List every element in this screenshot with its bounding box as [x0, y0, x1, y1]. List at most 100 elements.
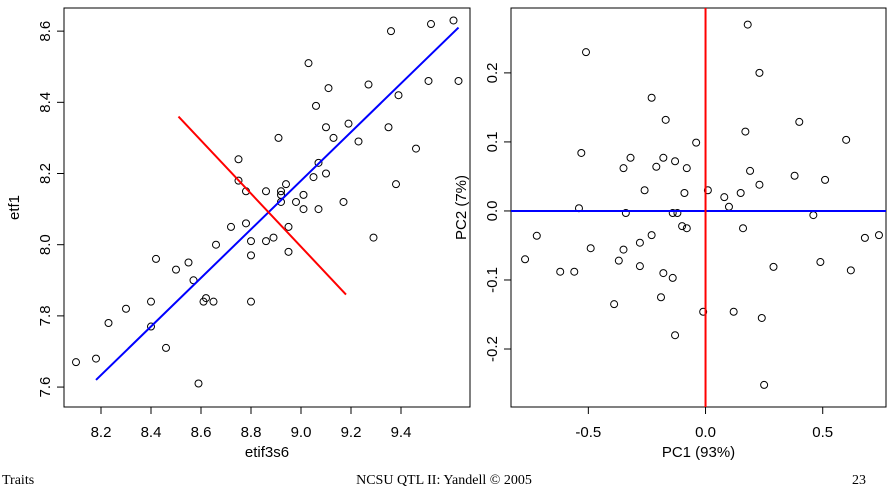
point — [668, 273, 677, 282]
point — [640, 186, 649, 195]
y-tick-label: -0.1 — [484, 267, 501, 293]
y-tick-label: 8.2 — [37, 163, 54, 184]
point — [556, 267, 565, 276]
x-tick-label: 9.0 — [291, 424, 312, 441]
x-tick-label: -0.5 — [575, 424, 601, 441]
point — [304, 59, 313, 68]
point — [671, 157, 680, 166]
y-axis-title: etf1 — [6, 195, 23, 220]
point — [454, 76, 463, 85]
point — [344, 119, 353, 128]
axis-line — [95, 26, 460, 381]
point — [339, 197, 348, 206]
point — [282, 180, 290, 189]
point — [227, 222, 235, 231]
y-tick-label: 0.2 — [484, 62, 501, 83]
point — [746, 166, 755, 175]
point — [659, 153, 668, 162]
point — [314, 158, 323, 167]
point — [162, 343, 170, 352]
point — [668, 209, 677, 218]
point — [699, 307, 708, 316]
footer-center: NCSU QTL II: Yandell © 2005 — [356, 473, 532, 488]
point — [846, 266, 855, 275]
x-tick-label: 8.8 — [241, 424, 262, 441]
point — [816, 258, 825, 267]
point — [570, 267, 579, 276]
point — [586, 244, 595, 253]
plot-box — [63, 7, 471, 408]
point — [724, 202, 733, 211]
point — [212, 240, 220, 249]
point — [152, 254, 160, 263]
point — [394, 91, 403, 100]
point — [757, 313, 766, 322]
x-tick-label: 8.4 — [141, 424, 162, 441]
y-tick-label: 7.8 — [37, 305, 54, 326]
point — [860, 233, 869, 242]
point — [671, 331, 680, 340]
point — [621, 209, 630, 218]
point — [322, 169, 330, 178]
point — [736, 189, 745, 198]
point — [739, 224, 748, 233]
point — [147, 297, 155, 306]
point — [821, 175, 830, 184]
point — [769, 262, 778, 271]
point — [277, 187, 285, 196]
x-tick-label: 9.4 — [391, 424, 412, 441]
point — [392, 180, 400, 189]
point — [532, 231, 541, 240]
point — [292, 197, 300, 206]
point — [172, 265, 180, 274]
x-tick-label: 8.6 — [191, 424, 212, 441]
y-tick-label: 0.1 — [484, 131, 501, 152]
point — [299, 205, 308, 214]
point — [703, 186, 712, 195]
point — [720, 193, 729, 202]
x-tick-label: 0.0 — [695, 424, 716, 441]
point — [449, 16, 458, 25]
point — [874, 231, 883, 240]
point — [72, 358, 80, 367]
point — [269, 233, 278, 242]
point — [242, 219, 250, 228]
point — [680, 189, 689, 198]
point — [309, 173, 318, 182]
point — [104, 319, 113, 327]
footer-left: Traits — [2, 473, 34, 488]
point — [795, 117, 804, 126]
point — [274, 133, 283, 142]
point — [577, 148, 586, 157]
point — [284, 247, 293, 256]
point — [682, 224, 691, 233]
y-tick-label: 0.0 — [484, 201, 501, 222]
x-axis-title: PC1 (93%) — [662, 444, 735, 461]
point — [122, 304, 130, 313]
point — [312, 101, 320, 110]
point — [790, 171, 799, 180]
point — [682, 164, 691, 173]
point — [741, 127, 750, 136]
y-tick-label: 8.0 — [37, 234, 54, 255]
point — [521, 255, 530, 264]
point — [842, 135, 851, 144]
y-tick-label: -0.2 — [484, 336, 501, 362]
point — [652, 162, 661, 171]
point — [809, 211, 818, 220]
point — [247, 237, 255, 246]
point — [147, 322, 155, 331]
point — [743, 20, 752, 29]
point — [582, 48, 590, 57]
x-tick-label: 8.2 — [91, 424, 112, 441]
point — [364, 80, 373, 89]
point — [209, 297, 218, 306]
point — [614, 256, 623, 265]
axis-line — [177, 115, 347, 296]
point — [635, 238, 644, 247]
point — [299, 190, 308, 199]
x-tick-label: 0.5 — [812, 424, 833, 441]
point — [369, 233, 378, 242]
point — [673, 209, 682, 218]
point — [262, 187, 270, 196]
